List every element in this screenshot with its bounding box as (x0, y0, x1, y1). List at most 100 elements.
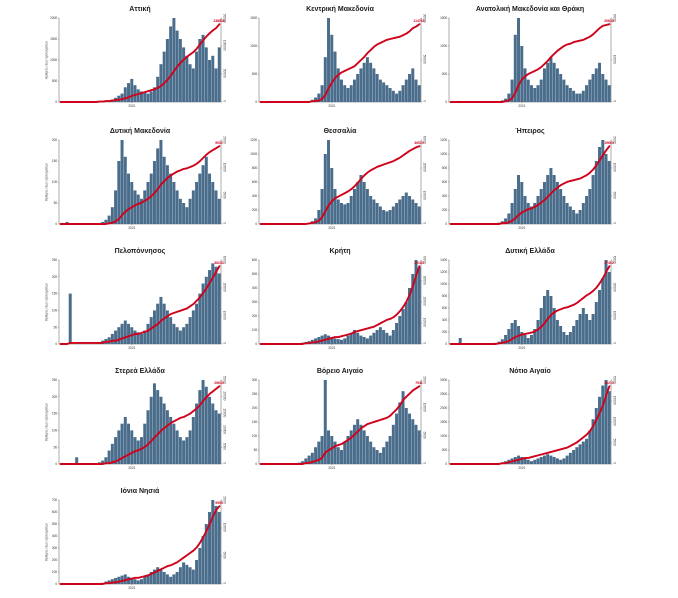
bar (569, 332, 572, 344)
y2-tick-label: 5000 (613, 439, 617, 446)
bar (114, 190, 117, 224)
bar (389, 88, 392, 102)
bar (520, 46, 523, 102)
bar (124, 320, 127, 344)
bar (211, 56, 214, 102)
y2-tick-label: 0 (223, 342, 227, 344)
chart-svg: 0200400600800100012001400010000200003000… (435, 256, 625, 356)
y-tick-label: 0 (255, 100, 257, 104)
bar (159, 64, 162, 102)
y2-tick-label: 20000 (613, 283, 617, 292)
bar (215, 410, 218, 464)
end-value-label: 27402 (604, 261, 614, 265)
bar (127, 83, 130, 102)
bar (169, 577, 172, 584)
y2-tick-label: 10000 (423, 403, 427, 412)
bar (415, 425, 418, 464)
bar (520, 182, 523, 224)
y-tick-label: 100 (252, 434, 258, 438)
bar (176, 327, 179, 344)
bar (376, 203, 379, 224)
bar (540, 80, 543, 102)
bar (363, 337, 366, 344)
bar (543, 182, 546, 224)
bar (156, 390, 159, 464)
bar (179, 39, 182, 102)
y-tick-label: 250 (52, 378, 58, 382)
bar (389, 336, 392, 344)
bar (130, 430, 133, 464)
bar (524, 335, 527, 344)
bar (582, 203, 585, 224)
y-tick-label: 500 (52, 79, 58, 83)
bar (363, 182, 366, 224)
x-tick-label: 2021 (128, 586, 135, 590)
y-tick-label: 100 (52, 570, 58, 574)
bar (195, 560, 198, 584)
bar (566, 85, 569, 102)
x-tick-label: 2021 (518, 466, 525, 470)
bar (575, 94, 578, 102)
y2-tick-label: 5000 (423, 432, 427, 439)
bar (559, 460, 562, 464)
bar (385, 211, 388, 224)
bar (215, 506, 218, 584)
bar (192, 68, 195, 102)
x-tick-label: 2021 (128, 226, 135, 230)
bar (340, 340, 343, 344)
bar (121, 324, 124, 344)
bar (546, 63, 549, 102)
bar (572, 91, 575, 102)
y2-tick-label: 10000 (423, 318, 427, 327)
x-tick-label: 2021 (328, 226, 335, 230)
bar (408, 196, 411, 224)
bar (511, 323, 514, 344)
bar (130, 79, 133, 102)
bar (543, 456, 546, 464)
y-tick-label: 50 (54, 201, 58, 205)
bar (359, 175, 362, 224)
bar (176, 572, 179, 584)
chart-svg: 0200400600800100012000100002000030000202… (245, 136, 435, 236)
bar (372, 68, 375, 102)
bar (218, 512, 221, 584)
bar (369, 196, 372, 224)
y2-tick-label: 20000 (423, 163, 427, 172)
bar (195, 304, 198, 344)
bar (198, 39, 201, 102)
y-axis-label: Αριθμός νέων κρουσμάτων (45, 40, 49, 79)
bar (592, 175, 595, 224)
bar (169, 317, 172, 344)
bar (182, 47, 185, 102)
end-value-label: 40183 (414, 261, 424, 265)
bar (353, 189, 356, 224)
y2-tick-label: 10000 (223, 425, 227, 434)
bar (208, 60, 211, 102)
y-axis-label: Αριθμός νέων κρουσμάτων (45, 282, 49, 321)
y-tick-label: 1200 (440, 138, 447, 142)
y-tick-label: 400 (52, 534, 58, 538)
bar (350, 196, 353, 224)
bar (202, 536, 205, 584)
y-tick-label: 600 (252, 180, 258, 184)
y-tick-label: 500 (52, 522, 58, 526)
bar (559, 326, 562, 344)
y-tick-label: 200 (252, 208, 258, 212)
bar (75, 457, 78, 464)
x-tick-label: 2021 (328, 104, 335, 108)
bar (211, 182, 214, 224)
bar (172, 182, 175, 224)
y-tick-label: 200 (52, 558, 58, 562)
y-tick-label: 400 (252, 194, 258, 198)
bar (189, 317, 192, 344)
y-tick-label: 500 (442, 448, 448, 452)
y2-tick-label: 0 (613, 342, 617, 344)
chart-svg: 0500100015002000050000100000150000Αριθμό… (45, 14, 235, 114)
bar (608, 85, 611, 102)
y-tick-label: 500 (252, 72, 258, 76)
bar (608, 161, 611, 224)
bar (572, 326, 575, 344)
bar (556, 320, 559, 344)
